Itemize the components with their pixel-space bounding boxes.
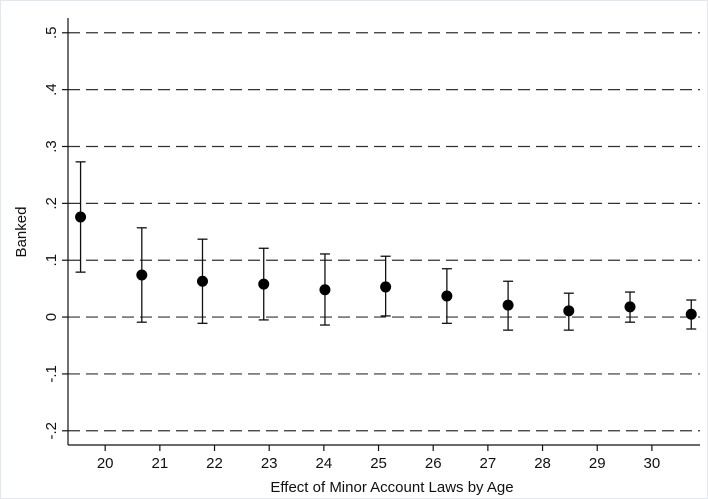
x-tick-label: 20 <box>97 455 114 472</box>
point <box>196 275 208 287</box>
y-tick-label: -.2 <box>43 422 60 440</box>
y-axis-label: Banked <box>13 207 30 258</box>
point <box>136 269 148 281</box>
x-tick-label: 24 <box>316 455 333 472</box>
x-tick-label: 22 <box>206 455 223 472</box>
x-tick-label: 25 <box>370 455 387 472</box>
y-tick-label: .2 <box>43 197 60 210</box>
y-tick-label: .1 <box>43 254 60 267</box>
y-tick-label: 0 <box>43 313 60 321</box>
x-tick-label: 26 <box>425 455 442 472</box>
point <box>624 301 636 313</box>
point <box>75 211 87 223</box>
point <box>441 290 453 302</box>
point <box>319 284 331 296</box>
y-tick-label: -.1 <box>43 365 60 383</box>
point <box>380 281 392 293</box>
point <box>563 305 575 317</box>
y-tick-label: .3 <box>43 140 60 153</box>
x-tick-label: 23 <box>261 455 278 472</box>
x-tick-label: 30 <box>644 455 661 472</box>
x-tick-label: 28 <box>534 455 551 472</box>
point <box>258 278 270 290</box>
x-tick-label: 29 <box>589 455 606 472</box>
point <box>685 308 697 320</box>
x-tick-label: 27 <box>480 455 497 472</box>
y-tick-label: .4 <box>43 83 60 96</box>
y-tick-label: .5 <box>43 27 60 40</box>
point <box>502 299 514 311</box>
x-tick-label: 21 <box>152 455 169 472</box>
x-axis-label: Effect of Minor Account Laws by Age <box>270 479 513 496</box>
